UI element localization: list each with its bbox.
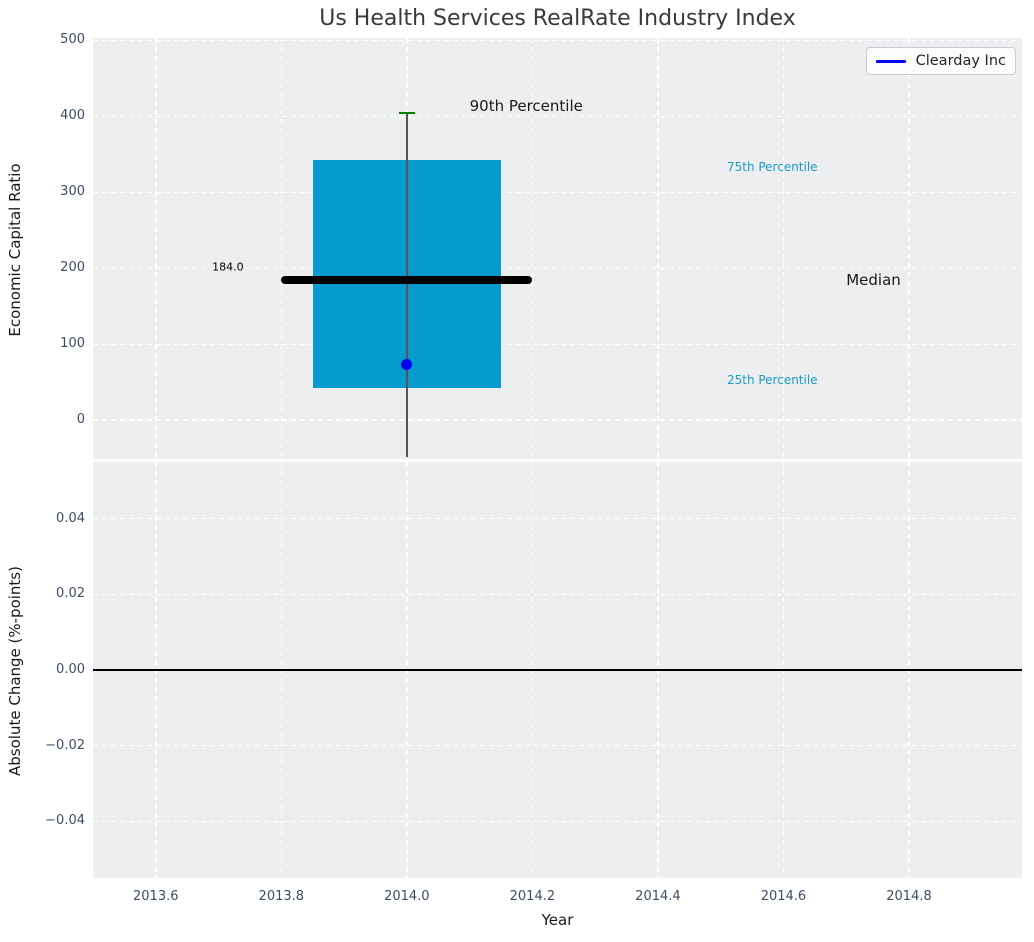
legend-label: Clearday Inc xyxy=(915,53,1006,69)
annotation-75th-percentile: 75th Percentile xyxy=(726,160,818,175)
x-tick-label: 2014.2 xyxy=(509,889,556,904)
annotation-25th-percentile: 25th Percentile xyxy=(726,372,818,387)
gridline-vertical xyxy=(155,38,157,459)
y-tick-label: 200 xyxy=(60,260,85,276)
x-tick-label: 2014.0 xyxy=(384,889,430,904)
x-axis-label: Year xyxy=(541,911,574,929)
x-tick-label: 2014.4 xyxy=(635,889,681,904)
x-tick-label: 2014.6 xyxy=(760,889,807,904)
gridline-horizontal xyxy=(93,744,1022,747)
y-tick-label: −0.02 xyxy=(45,737,85,753)
y-tick-label: 300 xyxy=(60,184,85,200)
top-y-axis-label: Economic Capital Ratio xyxy=(6,163,24,337)
y-tick-label: 0 xyxy=(76,412,85,428)
gridline-vertical xyxy=(657,38,659,459)
gridline-horizontal xyxy=(93,115,1022,118)
gridline-vertical xyxy=(908,38,910,459)
top-axes-economic-capital-ratio: 90th Percentile 75th Percentile Median 25th… xyxy=(93,38,1022,459)
gridline-vertical xyxy=(531,38,534,459)
whisker-line xyxy=(406,113,408,457)
gridline-horizontal xyxy=(93,267,1022,269)
y-tick-label: 500 xyxy=(60,32,85,48)
legend-line-icon xyxy=(876,59,906,63)
zero-line xyxy=(93,669,1022,671)
annotation-184-0: 184.0 xyxy=(212,260,244,274)
bottom-axes-absolute-change xyxy=(93,462,1022,878)
y-tick-label: 0.02 xyxy=(56,586,85,602)
bottom-y-axis-label: Absolute Change (%-points) xyxy=(6,566,24,776)
y-tick-label: 100 xyxy=(60,336,85,352)
y-tick-label: −0.04 xyxy=(45,813,85,829)
gridline-horizontal xyxy=(93,517,1022,520)
chart-title: Us Health Services RealRate Industry Ind… xyxy=(319,6,796,31)
y-tick-label: 0.00 xyxy=(56,662,85,677)
gridline-horizontal xyxy=(93,39,1022,42)
annotation-median: Median xyxy=(846,271,901,290)
gridline-horizontal xyxy=(93,419,1022,421)
gridline-horizontal xyxy=(93,593,1022,596)
median-line xyxy=(281,276,533,285)
x-tick-label: 2013.6 xyxy=(133,889,179,904)
legend: Clearday Inc xyxy=(866,47,1016,75)
gridline-horizontal xyxy=(93,820,1022,823)
y-tick-label: 0.04 xyxy=(56,510,85,526)
gridline-horizontal xyxy=(93,343,1022,345)
company-point xyxy=(401,359,413,371)
x-tick-label: 2013.8 xyxy=(258,889,305,904)
y-tick-label: 400 xyxy=(60,108,85,124)
gridline-vertical xyxy=(782,38,785,459)
x-tick-label: 2014.8 xyxy=(886,889,932,904)
gridline-vertical xyxy=(280,38,283,459)
p90-cap xyxy=(398,111,415,115)
annotation-90th-percentile: 90th Percentile xyxy=(469,96,583,115)
gridline-horizontal xyxy=(93,191,1022,193)
